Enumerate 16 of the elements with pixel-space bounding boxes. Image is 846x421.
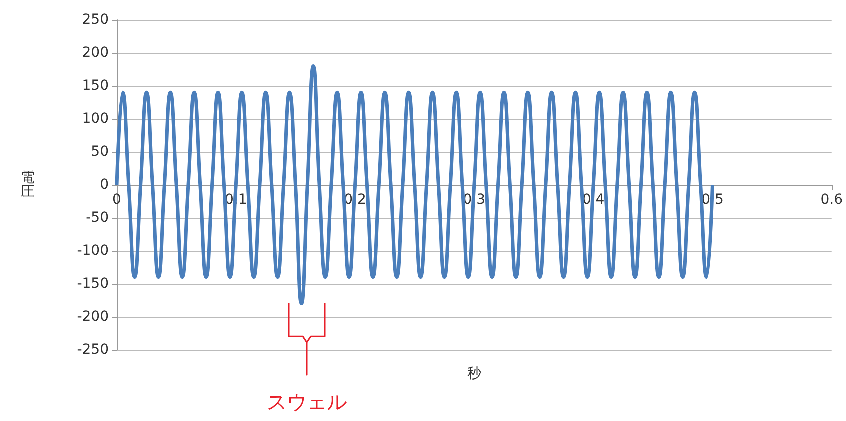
y-tick-label: 200 [82,45,109,61]
x-axis-title: 秒 [467,365,482,381]
y-tick-label: -100 [77,243,109,259]
text: スウェル [267,390,347,414]
y-tick-label: 100 [82,111,109,127]
y-tick-label: -50 [86,210,109,226]
y-axis-title: 電圧 [21,170,35,200]
x-tick-label: 0.6 [820,192,844,208]
y-tick-label: 250 [82,12,109,28]
y-tick-label: 0 [100,177,109,193]
y-tick-label: -250 [77,342,109,358]
y-tick-label: 150 [82,78,109,94]
y-tick-label: 50 [91,144,109,160]
y-tick-label: -150 [77,276,109,292]
y-tick-label: -200 [77,309,109,325]
x-tick-label: 0 [112,192,122,208]
